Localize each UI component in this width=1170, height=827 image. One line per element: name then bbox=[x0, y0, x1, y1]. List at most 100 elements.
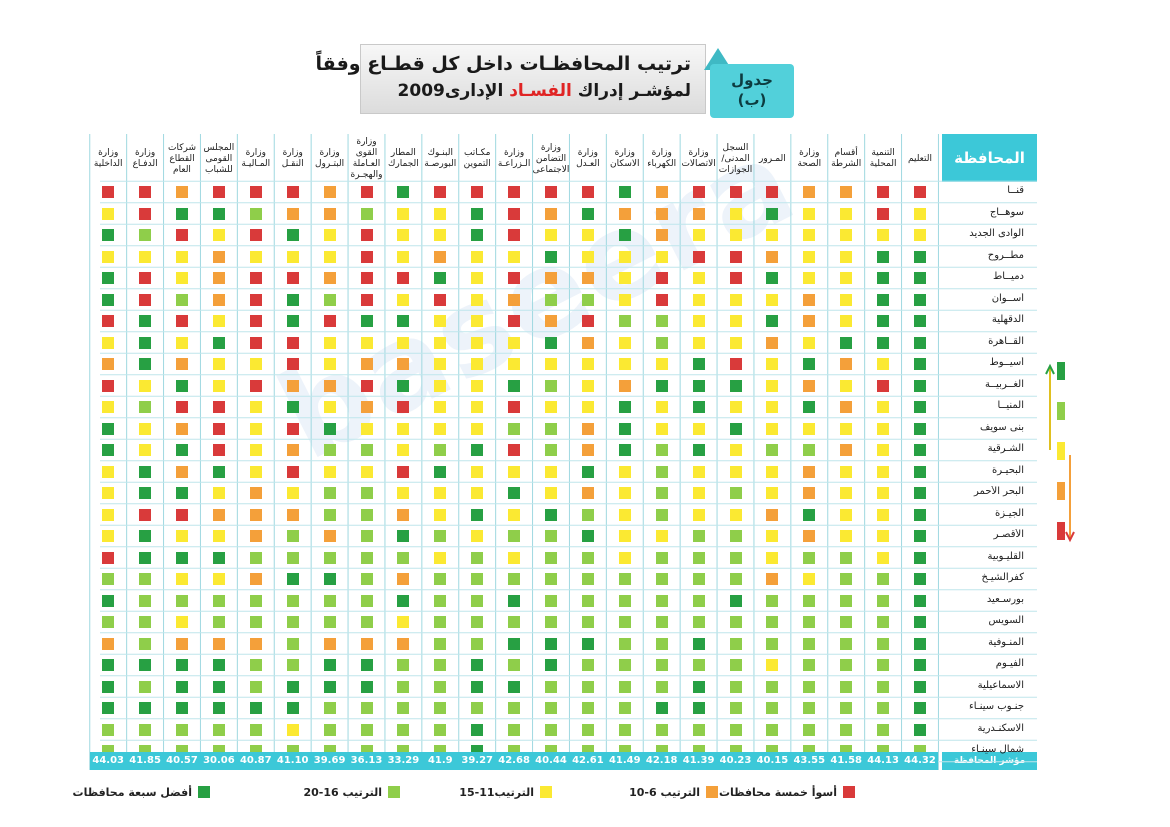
heatmap-cell bbox=[655, 315, 668, 327]
heatmap-cell bbox=[102, 186, 115, 198]
heatmap-cell bbox=[397, 358, 410, 370]
heatmap-cell bbox=[914, 186, 926, 198]
heatmap-cell bbox=[618, 315, 631, 327]
heatmap-cell bbox=[397, 293, 410, 306]
heatmap-cell bbox=[803, 444, 816, 456]
heatmap-cell bbox=[581, 530, 594, 542]
heatmap-cell bbox=[323, 594, 336, 607]
heatmap-cell bbox=[692, 336, 705, 349]
heatmap-cell bbox=[212, 637, 225, 650]
heatmap-cell bbox=[729, 723, 742, 736]
heatmap-cell bbox=[545, 401, 557, 413]
heatmap-cell bbox=[397, 207, 410, 220]
heatmap-cell bbox=[397, 551, 410, 564]
heatmap-cell bbox=[877, 207, 890, 220]
heatmap-cell bbox=[397, 508, 410, 521]
heatmap-cell bbox=[914, 336, 926, 349]
heatmap-cell bbox=[212, 723, 225, 736]
column-header: وزارة الصحة bbox=[797, 148, 822, 169]
heatmap-cell bbox=[803, 315, 816, 327]
heatmap-cell bbox=[323, 508, 336, 521]
heatmap-cell bbox=[766, 594, 779, 607]
column-header: مكـاتب التموين bbox=[463, 148, 491, 169]
heatmap-cell bbox=[249, 637, 262, 650]
heatmap-cell bbox=[655, 272, 668, 284]
heatmap-cell bbox=[434, 422, 447, 435]
heatmap-cell bbox=[508, 680, 521, 693]
heatmap-cell bbox=[692, 594, 705, 607]
heatmap-cell bbox=[397, 272, 410, 284]
heatmap-cell bbox=[545, 680, 557, 693]
heatmap-cell bbox=[877, 637, 890, 650]
heatmap-cell bbox=[102, 207, 115, 220]
heatmap-cell bbox=[581, 207, 594, 220]
heatmap-cell bbox=[581, 336, 594, 349]
heatmap-cell bbox=[176, 250, 188, 263]
heatmap-cell bbox=[139, 422, 152, 435]
heatmap-cell bbox=[655, 229, 668, 241]
heatmap-cell bbox=[360, 723, 373, 736]
heatmap-cell bbox=[581, 293, 594, 306]
index-value: 40.57 bbox=[163, 752, 201, 770]
heatmap-cell bbox=[286, 594, 299, 607]
heatmap-cell bbox=[877, 229, 890, 241]
heatmap-cell bbox=[176, 465, 188, 478]
heatmap-cell bbox=[545, 573, 557, 585]
heatmap-cell bbox=[139, 616, 152, 628]
index-value: 41.39 bbox=[680, 752, 718, 770]
heatmap-cell bbox=[434, 379, 447, 392]
heatmap-cell bbox=[692, 315, 705, 327]
index-value: 44.03 bbox=[89, 752, 127, 770]
legend-swatch bbox=[540, 786, 552, 798]
heatmap-cell bbox=[692, 573, 705, 585]
heatmap-cell bbox=[176, 293, 188, 306]
heatmap-cell bbox=[618, 465, 631, 478]
heatmap-cell bbox=[729, 594, 742, 607]
heatmap-cell bbox=[655, 293, 668, 306]
heatmap-cell bbox=[618, 422, 631, 435]
heatmap-cell bbox=[102, 551, 115, 564]
heatmap-cell bbox=[360, 315, 373, 327]
heatmap-cell bbox=[877, 551, 890, 564]
heatmap-cell bbox=[618, 229, 631, 241]
column-header: وزارة الداخلية bbox=[93, 148, 123, 169]
heatmap-cell bbox=[249, 293, 262, 306]
heatmap-cell bbox=[581, 594, 594, 607]
heatmap-cell bbox=[212, 293, 225, 306]
heatmap-cell bbox=[877, 487, 890, 499]
heatmap-cell bbox=[471, 702, 484, 714]
heatmap-cell bbox=[729, 487, 742, 499]
heatmap-cell bbox=[914, 444, 926, 456]
row-label: الدقهلية bbox=[991, 314, 1024, 325]
heatmap-cell bbox=[471, 465, 484, 478]
heatmap-cell bbox=[840, 293, 853, 306]
heatmap-cell bbox=[729, 207, 742, 220]
row-label: البحيـرة bbox=[991, 464, 1024, 476]
heatmap-cell bbox=[803, 616, 816, 628]
heatmap-cell bbox=[102, 487, 115, 499]
heatmap-cell bbox=[360, 229, 373, 241]
heatmap-cell bbox=[877, 723, 890, 736]
heatmap-cell bbox=[397, 594, 410, 607]
heatmap-cell bbox=[286, 659, 299, 671]
heatmap-cell bbox=[914, 616, 926, 628]
heatmap-cell bbox=[360, 487, 373, 499]
heatmap-cell bbox=[286, 680, 299, 693]
heatmap-cell bbox=[766, 336, 779, 349]
heatmap-cell bbox=[434, 272, 447, 284]
heatmap-cell bbox=[508, 508, 521, 521]
heatmap-cell bbox=[766, 508, 779, 521]
heatmap-cell bbox=[840, 680, 853, 693]
heatmap-cell bbox=[692, 637, 705, 650]
heatmap-cell bbox=[508, 487, 521, 499]
heatmap-cell bbox=[655, 186, 668, 198]
heatmap-cell bbox=[545, 358, 557, 370]
heatmap-cell bbox=[877, 293, 890, 306]
heatmap-cell bbox=[323, 293, 336, 306]
legend-item: أسوأ خمسة محافظات bbox=[719, 785, 855, 799]
heatmap-cell bbox=[803, 637, 816, 650]
row-label: بنى سويف bbox=[980, 421, 1024, 433]
heatmap-cell bbox=[914, 530, 926, 542]
heatmap-cell bbox=[360, 702, 373, 714]
heatmap-cell bbox=[618, 293, 631, 306]
